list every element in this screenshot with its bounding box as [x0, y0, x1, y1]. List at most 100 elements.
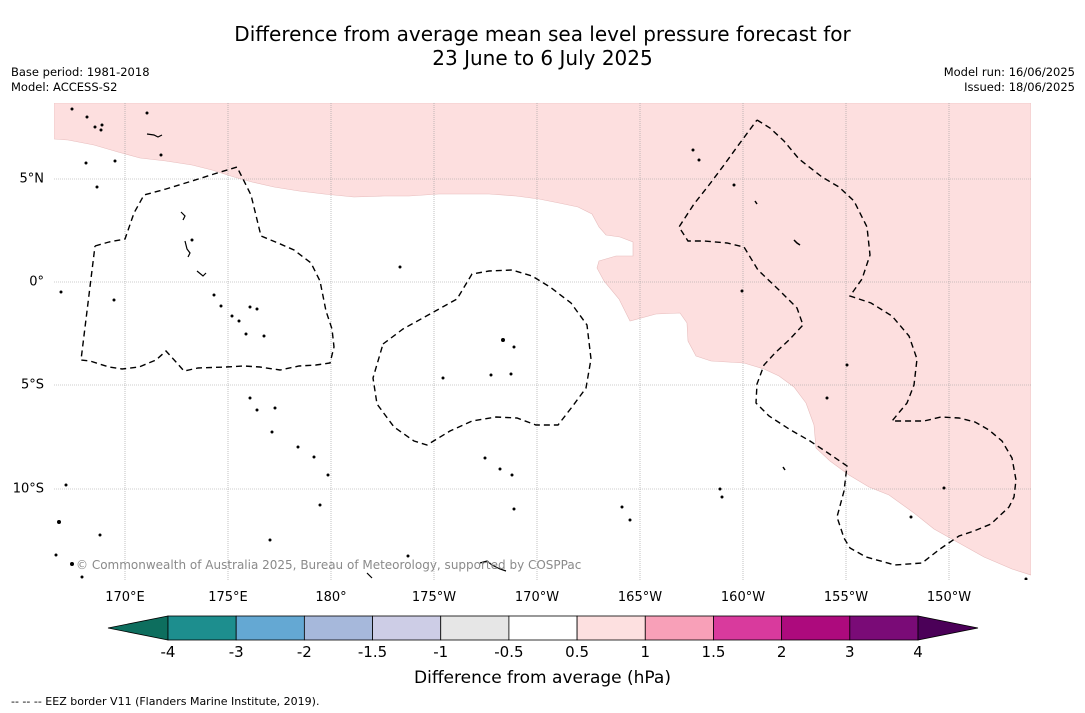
eez-borders [80, 119, 1017, 566]
forecast-map [54, 103, 1031, 580]
island [628, 518, 632, 522]
issued-label: Issued: 18/06/2025 [964, 80, 1075, 94]
colorbar-tick-label: -4 [160, 643, 176, 661]
eez-border-west [80, 166, 335, 372]
island [498, 467, 502, 471]
colorbar-title: Difference from average (hPa) [414, 668, 671, 688]
colorbar-segment [576, 615, 646, 641]
map-title-line2: 23 June to 6 July 2025 [432, 46, 653, 70]
island [273, 406, 277, 410]
island [57, 520, 61, 524]
island [255, 408, 259, 412]
island [620, 505, 624, 509]
meta-right: Model run: 16/06/2025 Issued: 18/06/2025 [944, 65, 1075, 95]
base-period-label: Base period: 1981-2018 [11, 65, 150, 79]
colorbar-segment [167, 615, 237, 641]
island [398, 265, 402, 269]
island [80, 575, 84, 579]
island [59, 290, 63, 294]
island [237, 319, 241, 323]
island [196, 270, 207, 277]
island [318, 503, 322, 507]
islands [54, 107, 1028, 580]
colorbar-tick-label: 4 [913, 643, 923, 661]
colorbar-tick-label: 2 [776, 643, 787, 661]
island [145, 111, 149, 115]
island [512, 507, 516, 511]
island [84, 161, 88, 165]
island [184, 240, 191, 258]
island [93, 125, 97, 129]
island [230, 314, 234, 318]
island [909, 515, 913, 519]
longitude-label: 165°W [617, 590, 663, 605]
island [248, 305, 252, 309]
longitude-label: 170°W [514, 590, 560, 605]
island [483, 456, 487, 460]
island [1024, 577, 1028, 580]
island [697, 158, 701, 162]
island [85, 115, 89, 119]
island [312, 455, 316, 459]
island [244, 332, 248, 336]
longitude-label: 150°W [926, 590, 972, 605]
island [793, 239, 801, 246]
colorbar-segment [849, 615, 919, 641]
island [70, 562, 74, 566]
island [512, 345, 516, 349]
island [248, 396, 252, 400]
island [942, 486, 946, 490]
colorbar-extend-low [107, 615, 169, 641]
colorbar-segment [644, 615, 714, 641]
island [212, 293, 216, 297]
island [146, 133, 163, 138]
island [190, 238, 194, 242]
island [732, 183, 736, 187]
model-run-label: Model run: 16/06/2025 [943, 65, 1075, 79]
island [180, 211, 186, 221]
colorbar-tick-label: 1.5 [701, 643, 726, 661]
colorbar-segment [713, 615, 783, 641]
island [99, 128, 103, 132]
island [95, 185, 99, 189]
eez-border-central [372, 269, 592, 446]
island [489, 373, 493, 377]
colorbar-segment [372, 615, 442, 641]
latitude-label: 5°N [19, 171, 45, 187]
colorbar-segment [440, 615, 510, 641]
colorbar-tick-label: -1 [433, 643, 449, 661]
anomaly-region-0-5-to-1 [54, 103, 1031, 576]
island [509, 372, 513, 376]
island [406, 554, 410, 558]
island [691, 148, 695, 152]
colorbar-segment [781, 615, 851, 641]
latitude-label: 0° [29, 274, 44, 290]
colorbar-segment [508, 615, 578, 641]
island [113, 159, 117, 163]
island [326, 473, 330, 477]
latitude-label: 5°S [20, 377, 44, 393]
eez-legend: -- -- -- EEZ border V11 (Flanders Marine… [11, 695, 320, 708]
island [270, 430, 274, 434]
longitude-label: 180° [315, 590, 347, 605]
island [479, 560, 507, 572]
island [262, 334, 266, 338]
latitude-label: 10°S [12, 481, 44, 497]
island [720, 495, 724, 499]
colorbar-extend-high [917, 615, 979, 641]
colorbar-tick-label: -3 [228, 643, 244, 661]
island [718, 487, 722, 491]
longitude-label: 155°W [823, 590, 869, 605]
island [100, 123, 104, 127]
island [268, 538, 272, 542]
eez-border-east [678, 119, 1017, 566]
island [845, 363, 849, 367]
island [740, 289, 744, 293]
longitude-label: 175°W [411, 590, 457, 605]
longitude-label: 175°E [208, 590, 248, 605]
map-title-line1: Difference from average mean sea level p… [234, 22, 851, 46]
island [112, 298, 116, 302]
island [782, 466, 786, 471]
colorbar-segment [235, 615, 305, 641]
island [70, 107, 74, 111]
